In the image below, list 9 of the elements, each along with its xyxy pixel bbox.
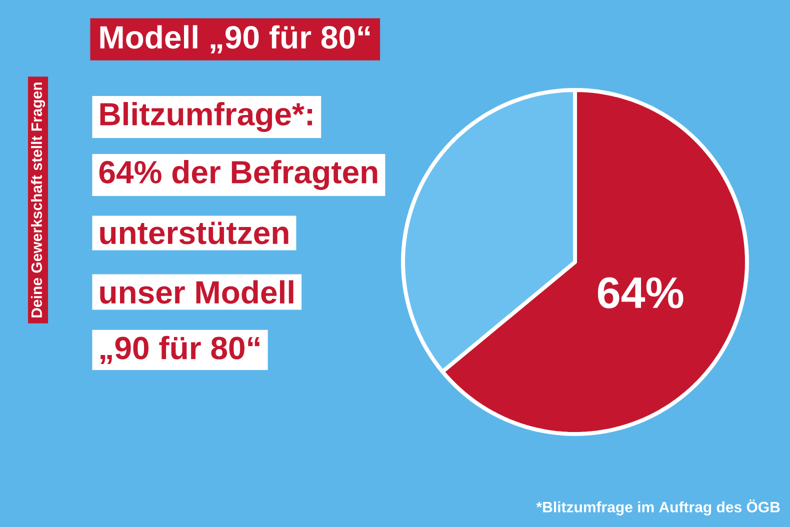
text: *Blitzumfrage im Auftrag des ÖGB <box>536 499 780 516</box>
text: „90 für 80“ <box>100 336 260 364</box>
text: Deine Gewerkschaft stellt Fragen <box>30 82 46 318</box>
text: Blitzumfrage*: <box>100 102 312 132</box>
text: 64% der Befragten <box>99 160 378 190</box>
text: unser Modell <box>100 280 294 304</box>
text: unterstützen <box>100 222 288 244</box>
chart-title: Modell „90 für 80“ <box>100 25 370 54</box>
data-label: 64% <box>598 277 684 308</box>
